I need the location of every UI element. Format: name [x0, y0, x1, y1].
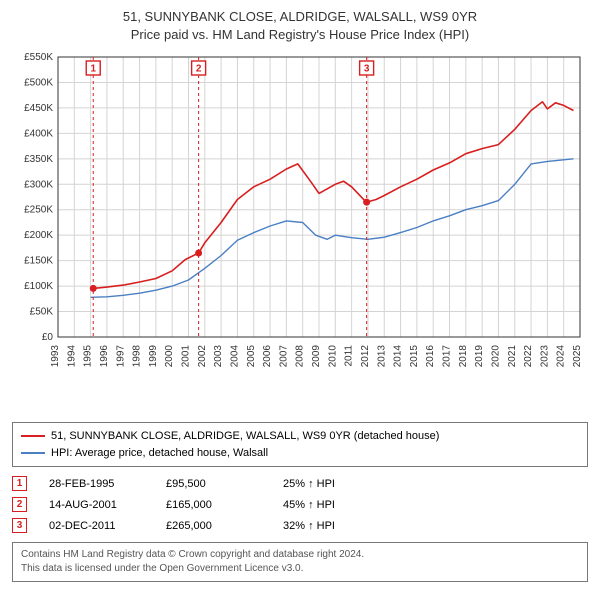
svg-text:2012: 2012: [360, 345, 371, 368]
sale-price-1: £95,500: [166, 478, 261, 490]
svg-text:1997: 1997: [115, 345, 126, 368]
sale-marker-1: 1: [12, 476, 27, 491]
svg-text:2004: 2004: [229, 345, 240, 368]
title-line-1: 51, SUNNYBANK CLOSE, ALDRIDGE, WALSALL, …: [12, 8, 588, 26]
legend-label-hpi: HPI: Average price, detached house, Wals…: [51, 445, 268, 462]
svg-text:£300K: £300K: [24, 179, 53, 190]
line-chart-svg: £0 £50K £100K £150K £200K £250K £300K £350K £400…: [12, 49, 588, 369]
footer-box: Contains HM Land Registry data © Crown c…: [12, 542, 588, 582]
sale-marker-2: 2: [12, 497, 27, 512]
sale-date-3: 02-DEC-2011: [49, 520, 144, 532]
svg-text:1995: 1995: [83, 345, 94, 368]
svg-text:2005: 2005: [246, 345, 257, 368]
svg-text:1999: 1999: [148, 345, 159, 368]
chart-area: £0 £50K £100K £150K £200K £250K £300K £350K £400…: [12, 49, 588, 416]
svg-text:2023: 2023: [539, 345, 550, 368]
svg-text:£200K: £200K: [24, 230, 53, 241]
svg-text:2007: 2007: [278, 345, 289, 368]
footer-line-1: Contains HM Land Registry data © Crown c…: [21, 548, 579, 562]
svg-text:2015: 2015: [409, 345, 420, 368]
svg-text:2009: 2009: [311, 345, 322, 368]
svg-text:1: 1: [90, 64, 96, 75]
svg-text:2000: 2000: [164, 345, 175, 368]
legend-row-property: 51, SUNNYBANK CLOSE, ALDRIDGE, WALSALL, …: [21, 428, 579, 445]
svg-text:£50K: £50K: [30, 307, 54, 318]
svg-text:2022: 2022: [523, 345, 534, 368]
sale-row-1: 1 28-FEB-1995 £95,500 25% ↑ HPI: [12, 473, 588, 494]
svg-text:£400K: £400K: [24, 128, 53, 139]
svg-text:2020: 2020: [490, 345, 501, 368]
sale-row-3: 3 02-DEC-2011 £265,000 32% ↑ HPI: [12, 515, 588, 536]
sale-price-2: £165,000: [166, 499, 261, 511]
svg-text:2025: 2025: [572, 345, 583, 368]
sale-date-2: 14-AUG-2001: [49, 499, 144, 511]
svg-text:2006: 2006: [262, 345, 273, 368]
svg-text:3: 3: [364, 64, 370, 75]
sales-table: 1 28-FEB-1995 £95,500 25% ↑ HPI 2 14-AUG…: [12, 473, 588, 536]
svg-text:2010: 2010: [327, 345, 338, 368]
svg-text:£550K: £550K: [24, 52, 53, 63]
svg-text:£450K: £450K: [24, 103, 53, 114]
sale-diff-1: 25% ↑ HPI: [283, 478, 335, 490]
legend-swatch-property: [21, 435, 45, 437]
svg-text:2: 2: [196, 64, 202, 75]
legend-swatch-hpi: [21, 452, 45, 454]
legend-label-property: 51, SUNNYBANK CLOSE, ALDRIDGE, WALSALL, …: [51, 428, 439, 445]
svg-text:2008: 2008: [295, 345, 306, 368]
svg-text:2016: 2016: [425, 345, 436, 368]
sale-row-2: 2 14-AUG-2001 £165,000 45% ↑ HPI: [12, 494, 588, 515]
legend-row-hpi: HPI: Average price, detached house, Wals…: [21, 445, 579, 462]
svg-text:1998: 1998: [132, 345, 143, 368]
svg-text:1996: 1996: [99, 345, 110, 368]
sale-diff-3: 32% ↑ HPI: [283, 520, 335, 532]
svg-text:1994: 1994: [66, 345, 77, 368]
sale-marker-3: 3: [12, 518, 27, 533]
svg-text:2003: 2003: [213, 345, 224, 368]
svg-text:2019: 2019: [474, 345, 485, 368]
title-block: 51, SUNNYBANK CLOSE, ALDRIDGE, WALSALL, …: [12, 8, 588, 43]
svg-text:£500K: £500K: [24, 78, 53, 89]
title-line-2: Price paid vs. HM Land Registry's House …: [12, 26, 588, 44]
svg-text:£100K: £100K: [24, 281, 53, 292]
svg-text:2011: 2011: [344, 345, 355, 367]
footer-line-2: This data is licensed under the Open Gov…: [21, 562, 579, 576]
svg-text:£150K: £150K: [24, 256, 53, 267]
sale-price-3: £265,000: [166, 520, 261, 532]
sale-diff-2: 45% ↑ HPI: [283, 499, 335, 511]
svg-text:£0: £0: [42, 332, 54, 343]
svg-text:2021: 2021: [507, 345, 518, 368]
svg-text:£250K: £250K: [24, 205, 53, 216]
svg-text:£350K: £350K: [24, 154, 53, 165]
svg-text:1993: 1993: [50, 345, 61, 368]
svg-text:2001: 2001: [181, 345, 192, 368]
svg-text:2017: 2017: [442, 345, 453, 368]
svg-text:2018: 2018: [458, 345, 469, 368]
legend-box: 51, SUNNYBANK CLOSE, ALDRIDGE, WALSALL, …: [12, 422, 588, 467]
svg-text:2013: 2013: [376, 345, 387, 368]
chart-container: 51, SUNNYBANK CLOSE, ALDRIDGE, WALSALL, …: [0, 0, 600, 590]
svg-text:2014: 2014: [393, 345, 404, 368]
sale-date-1: 28-FEB-1995: [49, 478, 144, 490]
svg-text:2002: 2002: [197, 345, 208, 368]
svg-text:2024: 2024: [556, 345, 567, 368]
